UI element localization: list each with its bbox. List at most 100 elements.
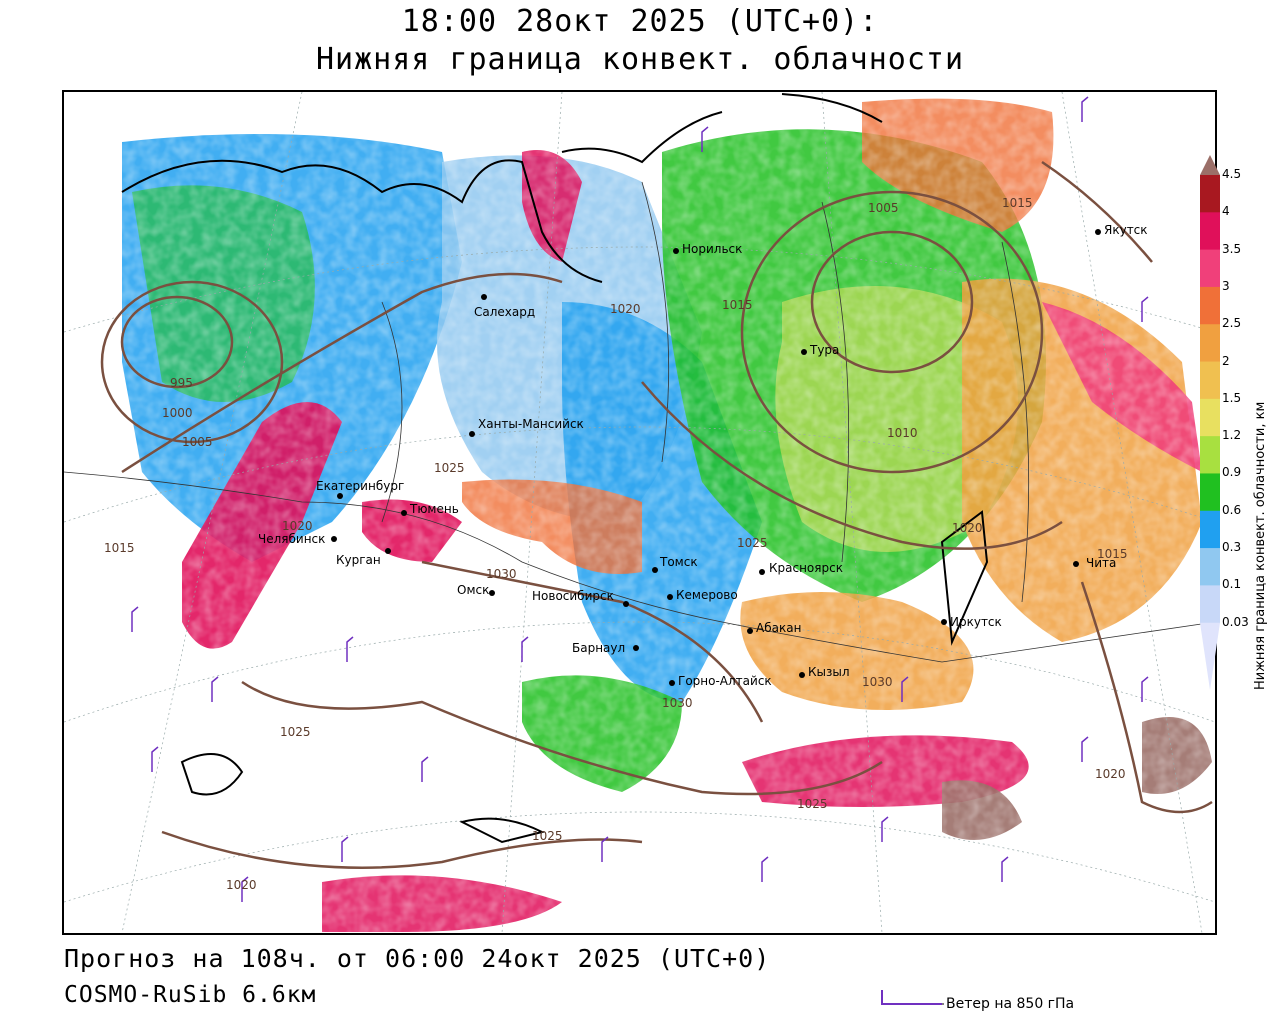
isobar-label: 1025 [434, 461, 465, 475]
colorbar-tick-label: 4.5 [1222, 167, 1242, 181]
svg-text:Ханты-Мансийск: Ханты-Мансийск [478, 417, 584, 431]
cities: Якутск Норильск Салехард Тура Ханты-Манс… [258, 223, 1148, 688]
map-area: 995 1000 1005 1010 1015 1015 1020 1025 1… [62, 90, 1217, 935]
isobar-label: 1000 [162, 406, 193, 420]
svg-text:Чита: Чита [1086, 556, 1116, 570]
svg-text:Томск: Томск [659, 555, 698, 569]
colorbar-tick-label: 2 [1222, 353, 1230, 368]
svg-text:Курган: Курган [336, 553, 381, 567]
city-irkutsk: Иркутск [941, 615, 1002, 629]
colorbar-segment [1200, 324, 1220, 363]
colorbar [1200, 155, 1220, 690]
colorbar-tick-label: 2.5 [1222, 316, 1242, 331]
graticule [64, 92, 1215, 933]
map-subtitle: Нижняя граница конвект. облачности [315, 42, 965, 77]
city-krasnoyarsk: Красноярск [759, 561, 843, 575]
colorbar-tick-label: 0.03 [1222, 614, 1249, 629]
svg-text:Кызыл: Кызыл [808, 665, 850, 679]
isobar-label: 1015 [722, 298, 753, 312]
wind-barbs [131, 96, 1149, 902]
isobar-label: 995 [170, 376, 193, 390]
colorbar-tick-label: 3.5 [1222, 241, 1242, 256]
city-novosibirsk: Новосибирск [532, 589, 629, 607]
city-yekaterinburg: Екатеринбург [316, 479, 404, 499]
colorbar-segment [1200, 361, 1220, 400]
svg-text:Кемерово: Кемерово [676, 588, 738, 602]
isobar-label: 1020 [282, 519, 313, 533]
colorbar-tick-label: 0.6 [1222, 502, 1242, 517]
city-tomsk: Томск [652, 555, 698, 573]
city-khanty-mansiysk: Ханты-Мансийск [469, 417, 584, 437]
colorbar-segment [1200, 175, 1220, 213]
isobar-label: 1025 [532, 829, 563, 843]
isobar-label: 1030 [862, 675, 893, 689]
isobar-label: 1025 [797, 797, 828, 811]
svg-text:Красноярск: Красноярск [769, 561, 843, 575]
city-salekhard: Салехард [474, 294, 535, 319]
city-chita: Чита [1073, 556, 1116, 570]
colorbar-tick-label: 3 [1222, 278, 1230, 293]
city-barnaul: Барнаул [572, 641, 639, 655]
wind-legend-label: Ветер на 850 гПа [946, 996, 1075, 1012]
svg-text:Якутск: Якутск [1104, 223, 1148, 237]
svg-text:Иркутск: Иркутск [950, 615, 1002, 629]
cloud-fields [64, 92, 1215, 933]
colorbar-tick-label: 1.2 [1222, 428, 1242, 443]
svg-text:Новосибирск: Новосибирск [532, 589, 614, 603]
colorbar-segment [1200, 436, 1220, 474]
svg-text:Норильск: Норильск [682, 242, 742, 256]
isobar-label: 1020 [952, 521, 983, 535]
svg-text:Горно-Алтайск: Горно-Алтайск [678, 674, 772, 688]
colorbar-tick-label: 4 [1222, 204, 1230, 219]
isobar-label: 1030 [486, 567, 517, 581]
svg-text:Челябинск: Челябинск [258, 532, 325, 546]
isobar-label: 1030 [662, 696, 693, 710]
svg-text:Тюмень: Тюмень [409, 502, 459, 516]
colorbar-cap-bottom [1200, 622, 1220, 690]
svg-text:Екатеринбург: Екатеринбург [316, 479, 404, 493]
isobar-label: 1020 [610, 302, 641, 316]
svg-text:Абакан: Абакан [756, 621, 801, 635]
city-gorno-altaysk: Горно-Алтайск [669, 674, 772, 688]
colorbar-segment [1200, 212, 1220, 251]
isobar-label: 1010 [887, 426, 918, 440]
city-kyzyl: Кызыл [799, 665, 850, 679]
city-yakutsk: Якутск [1095, 223, 1148, 237]
svg-text:Омск: Омск [457, 583, 489, 597]
colorbar-tick-label: 0.1 [1222, 577, 1242, 592]
colorbar-segment [1200, 398, 1220, 437]
colorbar-cap-top [1200, 155, 1220, 175]
isobar-label: 1015 [104, 541, 135, 555]
city-norilsk: Норильск [673, 242, 742, 256]
svg-text:Барнаул: Барнаул [572, 641, 625, 655]
admin-borders [64, 181, 1215, 663]
city-kurgan: Курган [336, 548, 391, 567]
isobar-label: 1005 [182, 435, 213, 449]
map-title: 18:00 28окт 2025 (UTC+0): [401, 4, 879, 39]
isobars [100, 160, 1213, 869]
colorbar-tick-label: 1.5 [1222, 390, 1242, 405]
isobar-label: 1020 [226, 878, 257, 892]
colorbar-segment [1200, 473, 1220, 512]
coastlines [121, 93, 989, 844]
wind-legend-icon [881, 990, 944, 1005]
colorbar-title: Нижняя граница конвект. облачности, км [1253, 401, 1268, 690]
svg-text:Салехард: Салехард [474, 305, 535, 319]
forecast-info: Прогноз на 108ч. от 06:00 24окт 2025 (UT… [64, 944, 771, 973]
colorbar-segment [1200, 548, 1220, 586]
colorbar-tick-label: 0.9 [1222, 465, 1242, 480]
city-abakan: Абакан [747, 621, 801, 635]
isobar-label: 1020 [1095, 767, 1126, 781]
isobar-label: 1025 [280, 725, 311, 739]
svg-text:Тура: Тура [809, 343, 839, 357]
isobar-label: 1005 [868, 201, 899, 215]
colorbar-segment [1200, 585, 1220, 624]
city-omsk: Омск [457, 583, 495, 597]
colorbar-tick-label: 0.3 [1222, 540, 1242, 555]
isobar-label: 1015 [1002, 196, 1033, 210]
isobar-label: 1025 [737, 536, 768, 550]
isobar-labels: 995 1000 1005 1010 1015 1015 1020 1025 1… [104, 196, 1128, 892]
isobar-label: 1015 [1097, 547, 1128, 561]
city-tura: Тура [801, 343, 839, 357]
colorbar-segment [1200, 286, 1220, 325]
